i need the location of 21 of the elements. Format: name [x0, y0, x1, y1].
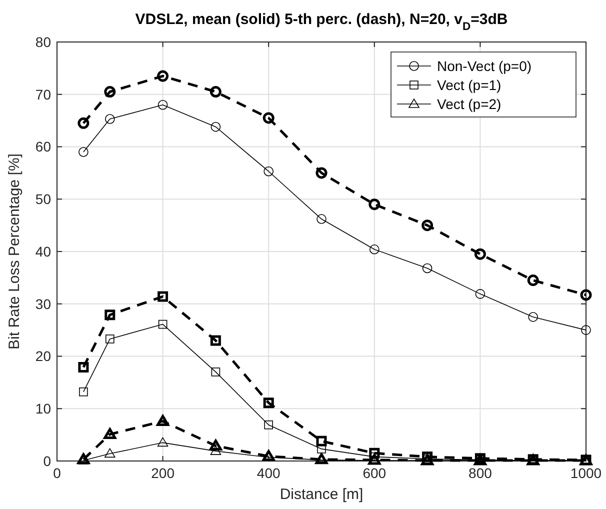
- x-tick-label: 0: [53, 465, 62, 481]
- y-tick-label: 70: [35, 86, 52, 102]
- y-tick-label: 10: [35, 400, 52, 417]
- y-tick-label: 50: [35, 191, 52, 208]
- x-tick-label: 800: [468, 465, 492, 481]
- y-tick-label: 80: [35, 34, 52, 50]
- legend-label: Vect (p=1): [437, 76, 502, 93]
- x-tick-label: 200: [151, 465, 175, 481]
- y-tick-label: 30: [35, 296, 52, 312]
- x-tick-label: 1000: [570, 465, 602, 481]
- legend-label: Non-Vect (p=0): [437, 58, 532, 74]
- x-axis-title: Distance [m]: [280, 486, 364, 503]
- y-tick-label: 0: [43, 452, 52, 469]
- x-tick-label: 600: [362, 465, 386, 481]
- y-tick-label: 40: [35, 243, 52, 260]
- y-tick-label: 60: [35, 138, 52, 155]
- y-axis-title: Bit Rate Loss Percentage [%]: [6, 154, 23, 350]
- y-tick-label: 20: [35, 348, 52, 364]
- legend-label: Vect (p=2): [437, 96, 502, 112]
- x-tick-label: 400: [256, 465, 280, 481]
- chart-title: VDSL2, mean (solid) 5-th perc. (dash), N=20, v$_{D}$=3dB: [135, 11, 508, 33]
